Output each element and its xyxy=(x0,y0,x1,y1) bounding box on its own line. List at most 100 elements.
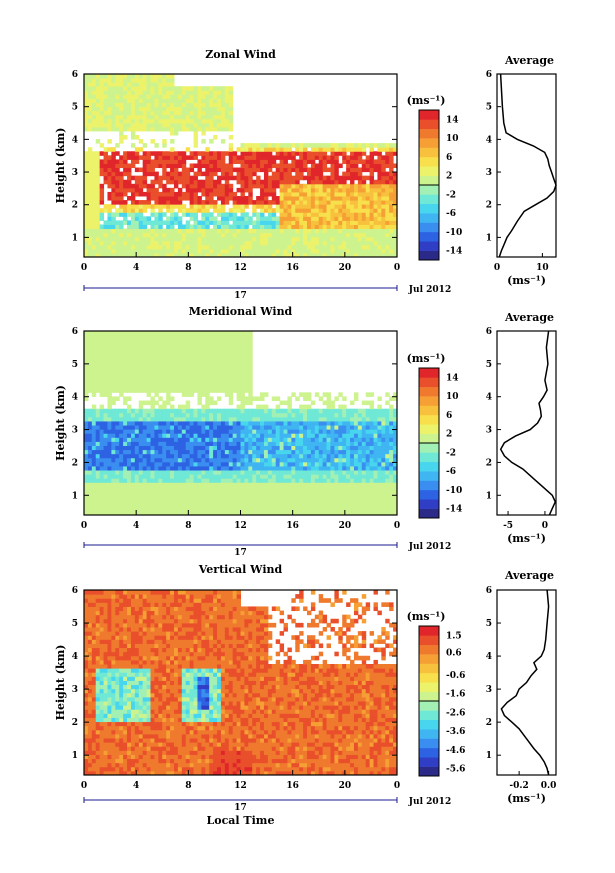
heatmap-cell xyxy=(240,347,245,352)
heatmap-cell xyxy=(228,482,234,487)
heatmap-cell xyxy=(107,494,112,500)
heatmap-cell xyxy=(146,490,152,496)
heatmap-cell xyxy=(287,400,292,406)
heatmap-cell xyxy=(111,204,116,209)
heatmap-cell xyxy=(220,343,226,348)
heatmap-cell xyxy=(197,200,202,205)
heatmap-cell xyxy=(84,187,89,193)
heatmap-cell xyxy=(150,351,155,357)
heatmap-cell xyxy=(377,183,382,189)
heatmap-cell xyxy=(134,86,140,91)
heatmap-cell xyxy=(342,248,347,254)
heatmap-cell xyxy=(154,143,159,148)
heatmap-cell xyxy=(275,412,281,418)
heatmap-cell xyxy=(299,151,304,156)
heatmap-cell xyxy=(103,220,108,225)
heatmap-cell xyxy=(115,212,120,217)
heatmap-cell xyxy=(115,482,120,487)
heatmap-cell xyxy=(291,220,296,225)
heatmap-cell xyxy=(240,331,245,336)
heatmap-cell xyxy=(87,236,93,242)
heatmap-cell xyxy=(166,343,171,348)
heatmap-cell xyxy=(84,90,89,95)
heatmap-cell xyxy=(326,429,331,434)
heatmap-cell xyxy=(350,212,355,217)
heatmap-cell xyxy=(111,106,116,112)
heatmap-cell xyxy=(103,482,108,487)
heatmap-cell xyxy=(287,183,292,189)
heatmap-cell xyxy=(123,86,128,91)
heatmap-cell xyxy=(142,449,148,455)
heatmap-cell xyxy=(181,191,187,197)
heatmap-cell xyxy=(185,490,191,496)
heatmap-cell xyxy=(130,408,136,414)
heatmap-cell xyxy=(193,494,198,500)
heatmap-cell xyxy=(138,155,144,160)
heatmap-cell xyxy=(330,244,335,250)
heatmap-cell xyxy=(95,244,101,250)
heatmap-cell xyxy=(173,441,179,446)
heatmap-cell xyxy=(123,465,128,471)
heatmap-cell xyxy=(346,200,351,205)
heatmap-cell xyxy=(119,228,124,234)
heatmap-cell xyxy=(158,151,163,156)
heatmap-cell xyxy=(91,343,97,348)
heatmap-cell xyxy=(385,159,390,164)
heatmap-cell xyxy=(213,474,218,479)
heatmap-cell xyxy=(123,490,128,496)
heatmap-cell xyxy=(91,228,97,234)
heatmap-cell xyxy=(310,175,316,181)
heatmap-cell xyxy=(142,347,148,352)
heatmap-cell xyxy=(291,167,296,173)
heatmap-cell xyxy=(287,143,292,148)
heatmap-cell xyxy=(291,159,296,164)
heatmap-cell xyxy=(299,187,304,193)
heatmap-cell xyxy=(271,408,277,414)
heatmap-cell xyxy=(138,416,144,422)
heatmap-cell xyxy=(111,191,116,197)
heatmap-cell xyxy=(217,506,222,512)
heatmap-cell xyxy=(220,453,226,459)
heatmap-cell xyxy=(177,486,183,491)
heatmap-cell xyxy=(84,339,89,344)
heatmap-cell xyxy=(154,98,159,103)
heatmap-cell xyxy=(189,478,195,483)
heatmap-cell xyxy=(240,171,245,177)
heatmap-cell xyxy=(134,106,140,112)
heatmap-cell xyxy=(252,445,257,451)
heatmap-cell xyxy=(150,236,155,242)
heatmap-cell xyxy=(303,155,308,160)
heatmap-cell xyxy=(103,151,108,156)
heatmap-cell xyxy=(150,106,155,112)
heatmap-cell xyxy=(224,478,230,483)
heatmap-cell xyxy=(162,151,167,156)
heatmap-cell xyxy=(217,429,222,434)
heatmap-cell xyxy=(150,183,155,189)
heatmap-cell xyxy=(299,498,304,504)
heatmap-cell xyxy=(217,102,222,108)
heatmap-cell xyxy=(342,175,347,181)
heatmap-cell xyxy=(299,228,304,234)
heatmap-cell xyxy=(103,478,108,483)
heatmap-cell xyxy=(326,465,331,471)
heatmap-cell xyxy=(287,420,292,426)
heatmap-cell xyxy=(248,175,253,181)
heatmap-cell xyxy=(220,335,226,340)
heatmap-cell xyxy=(330,510,335,516)
heatmap-cell xyxy=(138,106,144,112)
heatmap-cell xyxy=(201,339,206,344)
heatmap-cell xyxy=(209,183,214,189)
heatmap-cell xyxy=(130,498,136,504)
heatmap-cell xyxy=(283,437,288,442)
heatmap-cell xyxy=(361,228,367,234)
heatmap-cell xyxy=(123,216,128,221)
heatmap-cell xyxy=(385,175,390,181)
heatmap-cell xyxy=(209,167,214,173)
heatmap-cell xyxy=(283,244,288,250)
heatmap-cell xyxy=(213,510,218,516)
heatmap-cell xyxy=(307,441,312,446)
heatmap-cell xyxy=(170,347,175,352)
heatmap-cell xyxy=(201,343,206,348)
heatmap-cell xyxy=(170,240,175,246)
heatmap-cell xyxy=(173,204,179,209)
